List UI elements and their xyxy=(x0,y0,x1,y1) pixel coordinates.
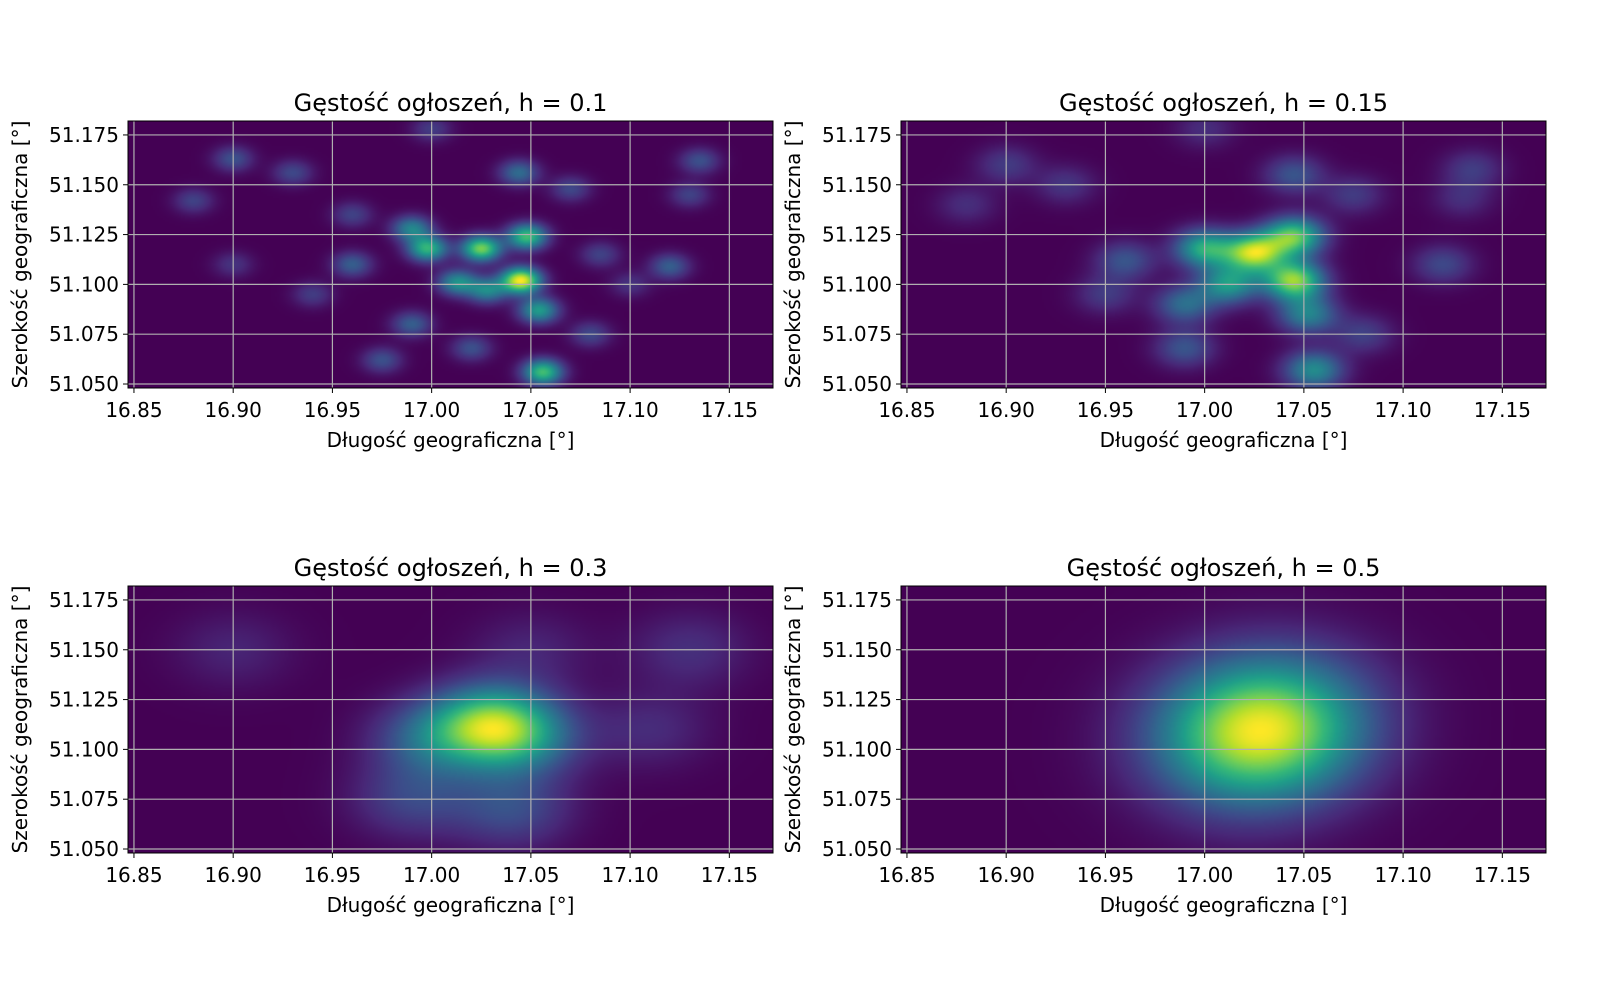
x-tick-label: 16.95 xyxy=(304,863,361,887)
y-tick-label: 51.150 xyxy=(49,638,119,662)
x-tick-label: 17.00 xyxy=(403,863,460,887)
chart-title: Gęstość ogłoszeń, h = 0.3 xyxy=(294,554,608,582)
y-axis-label: Szerokość geograficzna [°] xyxy=(8,586,32,854)
x-tick-label: 16.95 xyxy=(1077,863,1134,887)
x-tick-label: 17.05 xyxy=(502,398,559,422)
chart-panel-1: 16.85 16.90 16.95 17.00 17.05 17.10 17.15 51.05… xyxy=(0,0,800,480)
density-heatmap xyxy=(128,121,773,388)
x-tick-label: 17.05 xyxy=(1275,863,1332,887)
y-tick-label: 51.125 xyxy=(822,223,892,247)
x-tick-label: 16.90 xyxy=(205,398,262,422)
x-tick-label: 17.15 xyxy=(1474,398,1531,422)
y-tick-label: 51.125 xyxy=(49,688,119,712)
x-tick-label: 16.90 xyxy=(205,863,262,887)
y-tick-label: 51.050 xyxy=(822,837,892,861)
chart-title: Gęstość ogłoszeń, h = 0.5 xyxy=(1067,554,1381,582)
x-tick-label: 17.15 xyxy=(701,398,758,422)
plot-frame xyxy=(900,120,1547,389)
y-tick-label: 51.050 xyxy=(822,372,892,396)
y-tick-label: 51.075 xyxy=(822,787,892,811)
y-tick-label: 51.175 xyxy=(822,123,892,147)
chart-panel-3: 16.85 16.90 16.95 17.00 17.05 17.10 17.15 51.05… xyxy=(0,465,800,945)
x-tick-label: 17.05 xyxy=(1275,398,1332,422)
y-axis-label: Szerokość geograficzna [°] xyxy=(781,586,805,854)
plot-frame xyxy=(127,120,774,389)
x-tick-label: 16.85 xyxy=(105,863,162,887)
y-tick-label: 51.175 xyxy=(49,588,119,612)
x-tick-label: 16.90 xyxy=(978,863,1035,887)
x-tick-label: 17.10 xyxy=(1374,398,1431,422)
chart-svg: 16.85 16.90 16.95 17.00 17.05 17.10 17.15 51.05… xyxy=(8,554,774,917)
x-tick-label: 17.10 xyxy=(1374,863,1431,887)
x-tick-label: 17.00 xyxy=(1176,863,1233,887)
y-tick-label: 51.100 xyxy=(49,737,119,761)
x-tick-label: 16.85 xyxy=(878,863,935,887)
y-tick-label: 51.175 xyxy=(49,123,119,147)
chart-svg: 16.85 16.90 16.95 17.00 17.05 17.10 17.15 51.05… xyxy=(8,89,774,452)
x-tick-label: 16.95 xyxy=(304,398,361,422)
y-tick-label: 51.100 xyxy=(49,272,119,296)
chart-svg: 16.85 16.90 16.95 17.00 17.05 17.10 17.15 51.05… xyxy=(781,89,1547,452)
y-tick-label: 51.125 xyxy=(822,688,892,712)
x-tick-label: 17.10 xyxy=(601,863,658,887)
x-axis-label: Długość geograficzna [°] xyxy=(327,893,575,917)
y-tick-label: 51.100 xyxy=(822,737,892,761)
y-tick-label: 51.125 xyxy=(49,223,119,247)
plot-frame xyxy=(127,585,774,854)
x-tick-label: 17.00 xyxy=(403,398,460,422)
chart-svg: 16.85 16.90 16.95 17.00 17.05 17.10 17.15 51.05… xyxy=(781,554,1547,917)
y-tick-label: 51.050 xyxy=(49,837,119,861)
chart-panel-4: 16.85 16.90 16.95 17.00 17.05 17.10 17.15 51.05… xyxy=(773,465,1573,945)
y-tick-label: 51.100 xyxy=(822,272,892,296)
x-tick-label: 17.15 xyxy=(701,863,758,887)
plot-frame xyxy=(900,585,1547,854)
x-tick-label: 17.10 xyxy=(601,398,658,422)
y-tick-label: 51.050 xyxy=(49,372,119,396)
x-tick-label: 17.00 xyxy=(1176,398,1233,422)
y-tick-label: 51.175 xyxy=(822,588,892,612)
chart-title: Gęstość ogłoszeń, h = 0.15 xyxy=(1059,89,1388,117)
y-tick-label: 51.150 xyxy=(49,173,119,197)
density-heatmap xyxy=(901,586,1546,853)
x-tick-label: 16.95 xyxy=(1077,398,1134,422)
y-tick-label: 51.150 xyxy=(822,638,892,662)
chart-title: Gęstość ogłoszeń, h = 0.1 xyxy=(294,89,608,117)
x-axis-label: Długość geograficzna [°] xyxy=(327,428,575,452)
x-tick-label: 16.85 xyxy=(878,398,935,422)
y-axis-label: Szerokość geograficzna [°] xyxy=(8,121,32,389)
x-axis-label: Długość geograficzna [°] xyxy=(1100,428,1348,452)
density-heatmap xyxy=(901,121,1546,388)
grid-lines xyxy=(901,121,1546,388)
chart-panel-2: 16.85 16.90 16.95 17.00 17.05 17.10 17.15 51.05… xyxy=(773,0,1573,480)
y-tick-label: 51.075 xyxy=(49,322,119,346)
x-tick-label: 16.85 xyxy=(105,398,162,422)
x-tick-label: 17.15 xyxy=(1474,863,1531,887)
y-axis-label: Szerokość geograficzna [°] xyxy=(781,121,805,389)
x-tick-label: 16.90 xyxy=(978,398,1035,422)
x-axis-label: Długość geograficzna [°] xyxy=(1100,893,1348,917)
x-tick-label: 17.05 xyxy=(502,863,559,887)
grid-lines xyxy=(128,121,773,388)
grid-lines xyxy=(128,586,773,853)
grid-lines xyxy=(901,586,1546,853)
density-heatmap xyxy=(128,586,773,853)
y-tick-label: 51.075 xyxy=(49,787,119,811)
y-tick-label: 51.150 xyxy=(822,173,892,197)
y-tick-label: 51.075 xyxy=(822,322,892,346)
